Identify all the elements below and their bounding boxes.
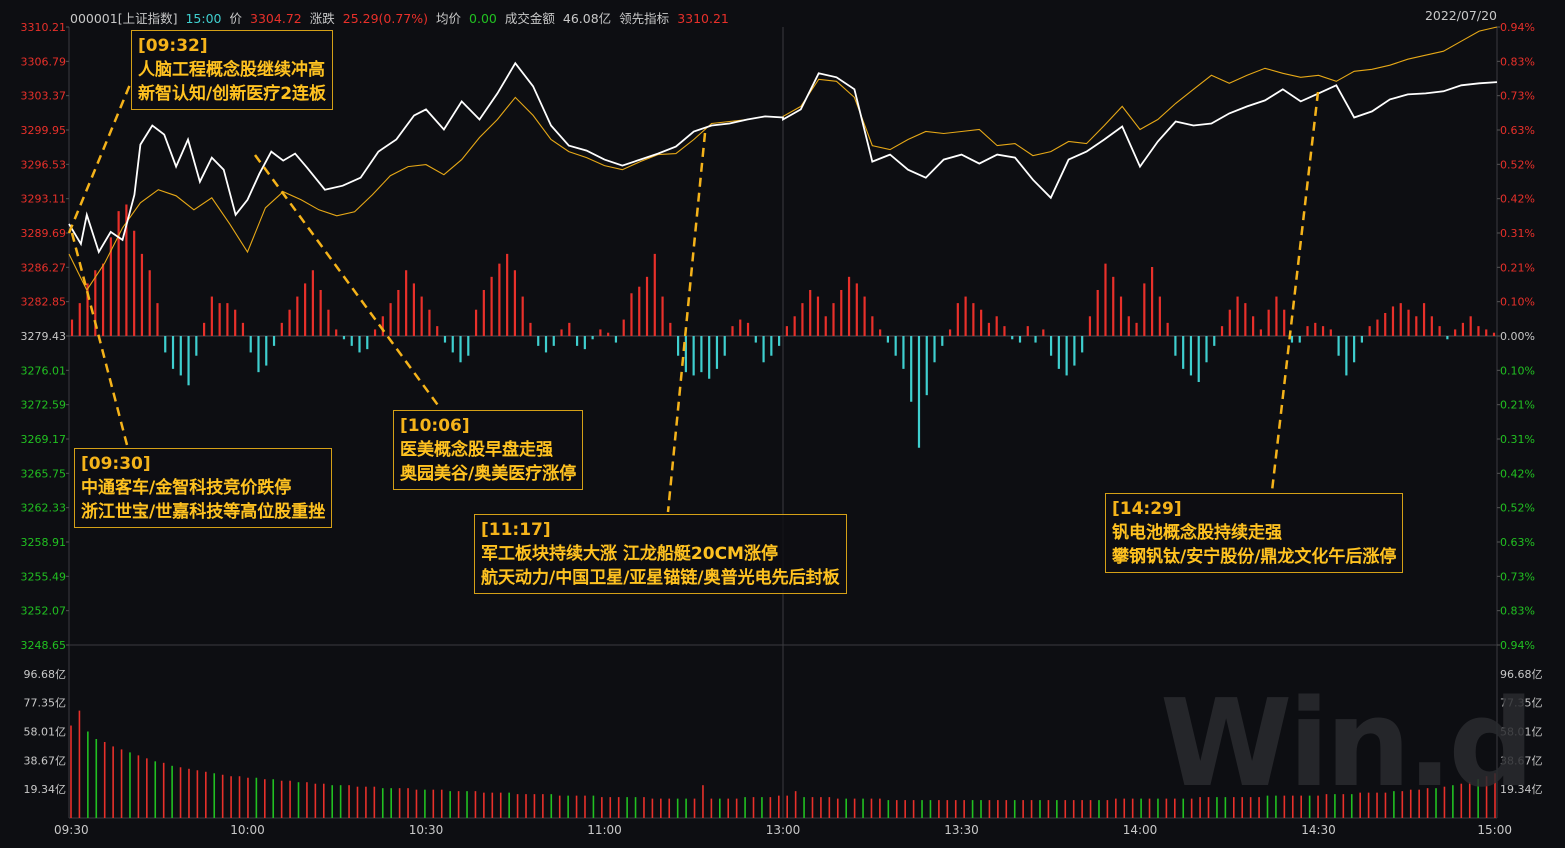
index-code: 000001[上证指数] <box>70 11 178 26</box>
time-axis-label: 15:00 <box>1477 823 1512 837</box>
annotation-line: 新智认知/创新医疗2连板 <box>138 84 327 104</box>
price-axis-label: 3310.21 <box>21 21 67 34</box>
pct-axis-label: 0.10% <box>1500 296 1535 309</box>
time-axis-label: 10:30 <box>409 823 444 837</box>
volume-axis-label: 96.68亿 <box>24 668 67 681</box>
pct-axis-label: 0.94% <box>1500 21 1535 34</box>
price-line <box>68 61 1498 255</box>
volume-axis-label: 58.01亿 <box>24 725 67 738</box>
annotation-time: [14:29] <box>1112 499 1182 519</box>
pct-axis-label: 0.52% <box>1500 158 1535 171</box>
pct-axis-label: 0.52% <box>1500 502 1535 515</box>
price-axis-label: 3255.49 <box>21 570 67 583</box>
annotation-time: [11:17] <box>481 520 551 540</box>
price-axis-label: 3293.11 <box>21 193 67 206</box>
price-axis-label: 3279.43 <box>21 330 67 343</box>
price-axis-label: 3252.07 <box>21 605 67 618</box>
price-axis-label: 3303.37 <box>21 90 67 103</box>
lead-label: 领先指标 <box>619 11 670 26</box>
price-axis-label: 3299.95 <box>21 124 67 137</box>
volume-axis-label: 58.01亿 <box>1500 725 1543 738</box>
annotation-line: 钒电池概念股持续走强 <box>1112 523 1282 543</box>
avg-label: 均价 <box>436 11 462 26</box>
pct-axis-label: 0.31% <box>1500 227 1535 240</box>
annotation-leader-line <box>1270 91 1320 492</box>
price-axis-label: 3306.79 <box>21 55 67 68</box>
price-axis-label: 3258.91 <box>21 536 67 549</box>
annotation-line: 人脑工程概念股继续冲高 <box>138 60 325 80</box>
annotation-line: 医美概念股早盘走强 <box>400 440 553 460</box>
annotation-leader-line <box>67 81 133 234</box>
pct-axis-label: 0.73% <box>1500 90 1535 103</box>
annotation-line: 军工板块持续大涨 江龙船艇20CM涨停 <box>481 544 778 564</box>
avg-value: 0.00 <box>469 11 497 26</box>
change-label: 涨跌 <box>309 11 335 26</box>
quote-time: 15:00 <box>185 11 222 26</box>
annotation-line: 浙江世宝/世嘉科技等高位股重挫 <box>81 502 326 522</box>
annotation-time: [10:06] <box>400 416 470 436</box>
quote-header: 000001[上证指数] 15:00 价 3304.72 涨跌 25.29(0.77%) 均… <box>70 8 737 27</box>
watermark: Win.d <box>1160 675 1534 814</box>
pct-axis-label: 0.73% <box>1500 570 1535 583</box>
price-axis-label: 3296.53 <box>21 158 67 171</box>
annotation-line: 攀钢钒钛/安宁股份/鼎龙文化午后涨停 <box>1112 547 1397 567</box>
volume-axis-label: 38.67亿 <box>24 754 67 767</box>
annotation-line: 奥园美谷/奥美医疗涨停 <box>400 464 577 484</box>
pct-axis-label: 0.00% <box>1500 330 1535 343</box>
volume-axis-label: 77.35亿 <box>1500 697 1543 710</box>
pct-axis-label: 0.10% <box>1500 364 1535 377</box>
change-value: 25.29(0.77%) <box>342 11 428 26</box>
volume-axis-label: 19.34亿 <box>24 783 67 796</box>
annotation-line: 中通客车/金智科技竞价跌停 <box>81 478 292 498</box>
annotation-leader-line <box>253 154 442 409</box>
time-axis-label: 13:30 <box>944 823 979 837</box>
annotation-1117: [11:17] 军工板块持续大涨 江龙船艇20CM涨停 航天动力/中国卫星/亚星… <box>474 514 847 594</box>
volume-axis-label: 19.34亿 <box>1500 783 1543 796</box>
annotation-time: [09:30] <box>81 454 151 474</box>
price-axis-label: 3262.33 <box>21 502 67 515</box>
time-axis-label: 13:00 <box>766 823 801 837</box>
price-axis-label: 3269.17 <box>21 433 67 446</box>
pct-axis-label: 0.31% <box>1500 433 1535 446</box>
annotation-time: [09:32] <box>138 36 208 56</box>
volume-axis-label: 77.35亿 <box>24 697 67 710</box>
pct-axis-label: 0.83% <box>1500 55 1535 68</box>
annotation-leader-line <box>70 232 129 446</box>
quote-date: 2022/07/20 <box>1424 8 1497 23</box>
lead-value: 3310.21 <box>677 11 729 26</box>
time-axis-label: 14:30 <box>1301 823 1336 837</box>
price-axis-label: 3265.75 <box>21 467 67 480</box>
pct-axis-label: 0.21% <box>1500 399 1535 412</box>
price-label: 价 <box>229 11 243 26</box>
time-axis-label: 10:00 <box>230 823 265 837</box>
price-axis-label: 3286.27 <box>21 261 67 274</box>
volume-axis-label: 96.68亿 <box>1500 668 1543 681</box>
annotation-1006: [10:06] 医美概念股早盘走强 奥园美谷/奥美医疗涨停 <box>393 410 584 490</box>
annotation-0932: [09:32] 人脑工程概念股继续冲高 新智认知/创新医疗2连板 <box>131 30 334 110</box>
price-value: 3304.72 <box>250 11 302 26</box>
volume-axis-label: 38.67亿 <box>1500 754 1543 767</box>
annotation-line: 航天动力/中国卫星/亚星锚链/奥普光电先后封板 <box>481 568 840 588</box>
annotation-0930: [09:30] 中通客车/金智科技竞价跌停 浙江世宝/世嘉科技等高位股重挫 <box>74 448 333 528</box>
pct-axis-label: 0.42% <box>1500 467 1535 480</box>
annotation-leader-line <box>666 132 707 513</box>
price-axis-label: 3289.69 <box>21 227 67 240</box>
pct-axis-label: 0.63% <box>1500 124 1535 137</box>
price-axis-label: 3282.85 <box>21 296 67 309</box>
pct-axis-label: 0.94% <box>1500 639 1535 652</box>
pct-axis-label: 0.83% <box>1500 605 1535 618</box>
amount-label: 成交金额 <box>504 11 555 26</box>
annotation-1429: [14:29] 钒电池概念股持续走强 攀钢钒钛/安宁股份/鼎龙文化午后涨停 <box>1105 493 1404 573</box>
price-axis-label: 3248.65 <box>21 639 67 652</box>
price-axis-label: 3272.59 <box>21 399 67 412</box>
time-axis-label: 14:00 <box>1123 823 1158 837</box>
time-axis-label: 11:00 <box>587 823 622 837</box>
pct-axis-label: 0.63% <box>1500 536 1535 549</box>
time-axis-label: 09:30 <box>54 823 89 837</box>
price-axis-label: 3276.01 <box>21 364 67 377</box>
pct-axis-label: 0.42% <box>1500 193 1535 206</box>
amount-value: 46.08亿 <box>562 11 612 26</box>
pct-axis-label: 0.21% <box>1500 261 1535 274</box>
